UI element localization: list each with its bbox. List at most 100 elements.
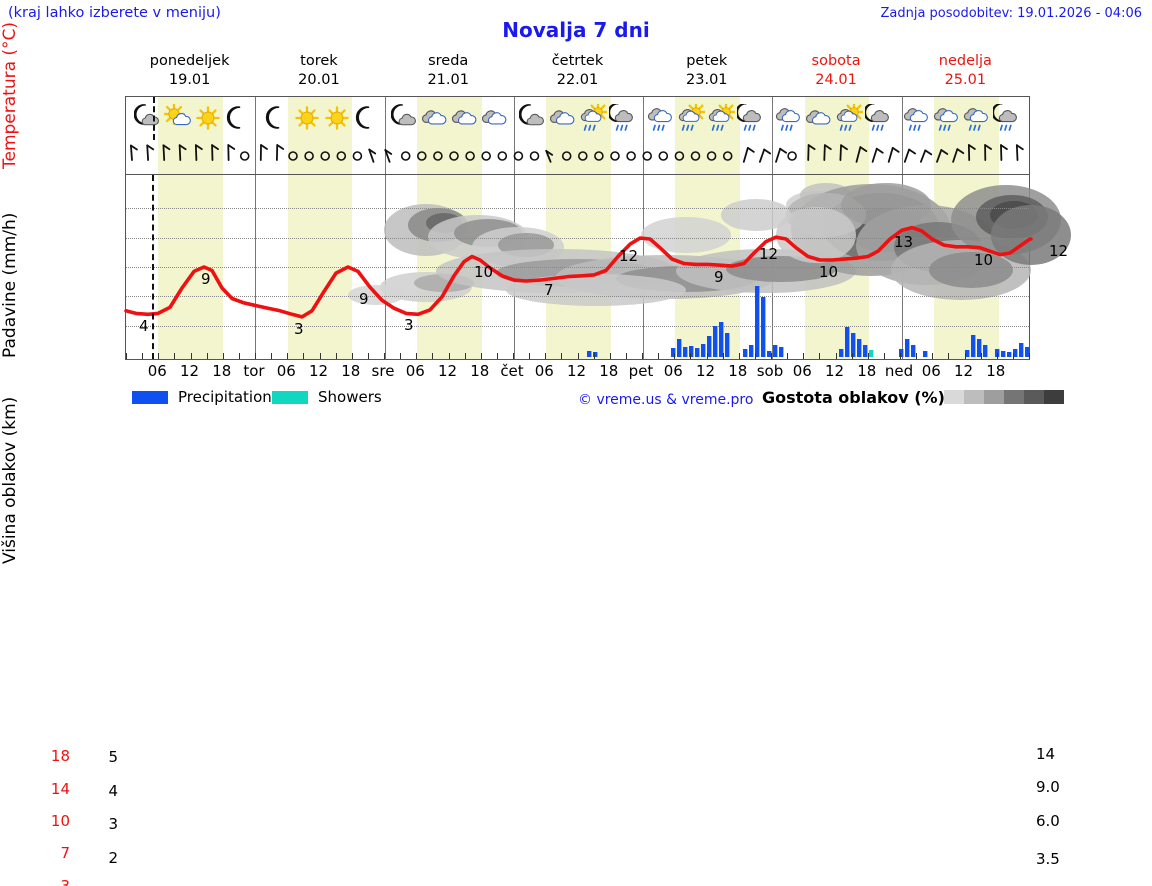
time-tick xyxy=(191,353,192,359)
time-tick xyxy=(642,353,643,359)
time-tick xyxy=(690,353,691,359)
wind-barb-row xyxy=(125,140,1030,174)
day-date: 20.01 xyxy=(254,71,383,90)
showers-legend-label: Showers xyxy=(318,388,382,406)
precipitation-tick: 2 xyxy=(100,849,118,867)
weather-icon-sun-cloud-rain xyxy=(579,104,607,136)
temperature-tick: 14 xyxy=(36,780,70,798)
weather-icon-sun-cloud-rain xyxy=(835,104,863,136)
time-tick xyxy=(884,353,885,359)
temperature-value-label: 12 xyxy=(619,247,638,265)
time-tick xyxy=(400,353,401,359)
day-date: 22.01 xyxy=(513,71,642,90)
day-separator xyxy=(643,97,644,140)
day-name: torek xyxy=(254,52,383,71)
time-tick xyxy=(997,353,998,359)
day-date: 25.01 xyxy=(901,71,1030,90)
time-tick xyxy=(497,353,498,359)
temperature-value-label: 10 xyxy=(974,251,993,269)
time-tick xyxy=(320,353,321,359)
day-date: 23.01 xyxy=(642,71,771,90)
time-tick xyxy=(707,353,708,359)
time-tick xyxy=(1013,353,1014,359)
weather-icon-cloud-rain xyxy=(775,104,803,136)
day-name: sreda xyxy=(384,52,513,71)
temperature-line xyxy=(126,175,1029,359)
weather-icon-moon xyxy=(224,104,252,136)
cloud-height-tick: 6.0 xyxy=(1036,812,1070,830)
time-tick xyxy=(932,353,933,359)
time-tick xyxy=(239,353,240,359)
day-name: četrtek xyxy=(513,52,642,71)
cloud-density-title: Gostota oblakov (%) xyxy=(762,388,945,407)
time-tick xyxy=(336,353,337,359)
time-tick xyxy=(723,353,724,359)
time-tick xyxy=(771,353,772,359)
time-tick xyxy=(465,353,466,359)
temperature-value-label: 3 xyxy=(294,320,304,338)
time-tick xyxy=(384,353,385,359)
time-tick xyxy=(787,353,788,359)
weather-icon-cloud xyxy=(451,104,479,136)
time-tick xyxy=(545,353,546,359)
density-swatch xyxy=(1044,390,1064,404)
temperature-value-label: 7 xyxy=(544,281,554,299)
temperature-value-label: 9 xyxy=(201,270,211,288)
temperature-value-label: 9 xyxy=(714,268,724,286)
weather-icon-moon-cloud xyxy=(134,104,162,136)
cloud-height-tick: 3.5 xyxy=(1036,850,1070,868)
precipitation-tick: 3 xyxy=(100,815,118,833)
density-swatch xyxy=(1024,390,1044,404)
time-tick xyxy=(368,353,369,359)
cloud-density-scale xyxy=(944,390,1064,404)
weather-icon-cloud-rain xyxy=(963,104,991,136)
temperature-value-label: 4 xyxy=(139,317,149,335)
density-swatch xyxy=(984,390,1004,404)
weather-icon-sun xyxy=(323,104,351,136)
cloud-height-tick: 14 xyxy=(1036,745,1070,763)
temperature-value-label: 13 xyxy=(894,233,913,251)
weather-icon-sun-cloud xyxy=(164,104,192,136)
weather-icon-sun xyxy=(194,104,222,136)
density-swatch xyxy=(944,390,964,404)
weather-icon-moon-cloud-rain xyxy=(865,104,893,136)
temperature-value-label: 10 xyxy=(819,263,838,281)
temperature-tick: 18 xyxy=(36,747,70,765)
time-tick xyxy=(174,353,175,359)
weather-icon-moon-cloud-rain xyxy=(993,104,1021,136)
time-tick xyxy=(513,353,514,359)
precipitation-legend-label: Precipitation xyxy=(178,388,272,406)
weather-icon-cloud xyxy=(421,104,449,136)
temperature-tick: 3 xyxy=(36,877,70,886)
time-tick xyxy=(352,353,353,359)
time-tick xyxy=(658,353,659,359)
time-tick xyxy=(610,353,611,359)
page-title: Novalja 7 dni xyxy=(0,18,1152,42)
current-time-marker xyxy=(152,175,154,359)
temperature-tick: 10 xyxy=(36,812,70,830)
time-tick xyxy=(836,353,837,359)
time-tick xyxy=(965,353,966,359)
time-tick xyxy=(416,353,417,359)
time-tick xyxy=(158,353,159,359)
day-separator xyxy=(385,97,386,140)
cloud-height-axis-title: Višina oblakov (km) xyxy=(0,380,26,580)
time-tick xyxy=(142,353,143,359)
time-tick xyxy=(561,353,562,359)
time-tick xyxy=(852,353,853,359)
cloud-height-tick: 9.0 xyxy=(1036,778,1070,796)
temperature-value-label: 3 xyxy=(404,316,414,334)
time-tick xyxy=(755,353,756,359)
temperature-value-label: 12 xyxy=(1049,242,1068,260)
density-swatch xyxy=(1004,390,1024,404)
time-tick xyxy=(981,353,982,359)
day-name: nedelja xyxy=(901,52,1030,71)
weather-icon-moon-cloud xyxy=(519,104,547,136)
weather-icon-cloud xyxy=(549,104,577,136)
day-name: sobota xyxy=(771,52,900,71)
